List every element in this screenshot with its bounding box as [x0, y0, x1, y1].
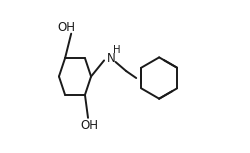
Text: H: H	[112, 45, 120, 55]
Text: N: N	[106, 52, 115, 65]
Text: OH: OH	[80, 119, 98, 132]
Text: OH: OH	[57, 21, 75, 34]
